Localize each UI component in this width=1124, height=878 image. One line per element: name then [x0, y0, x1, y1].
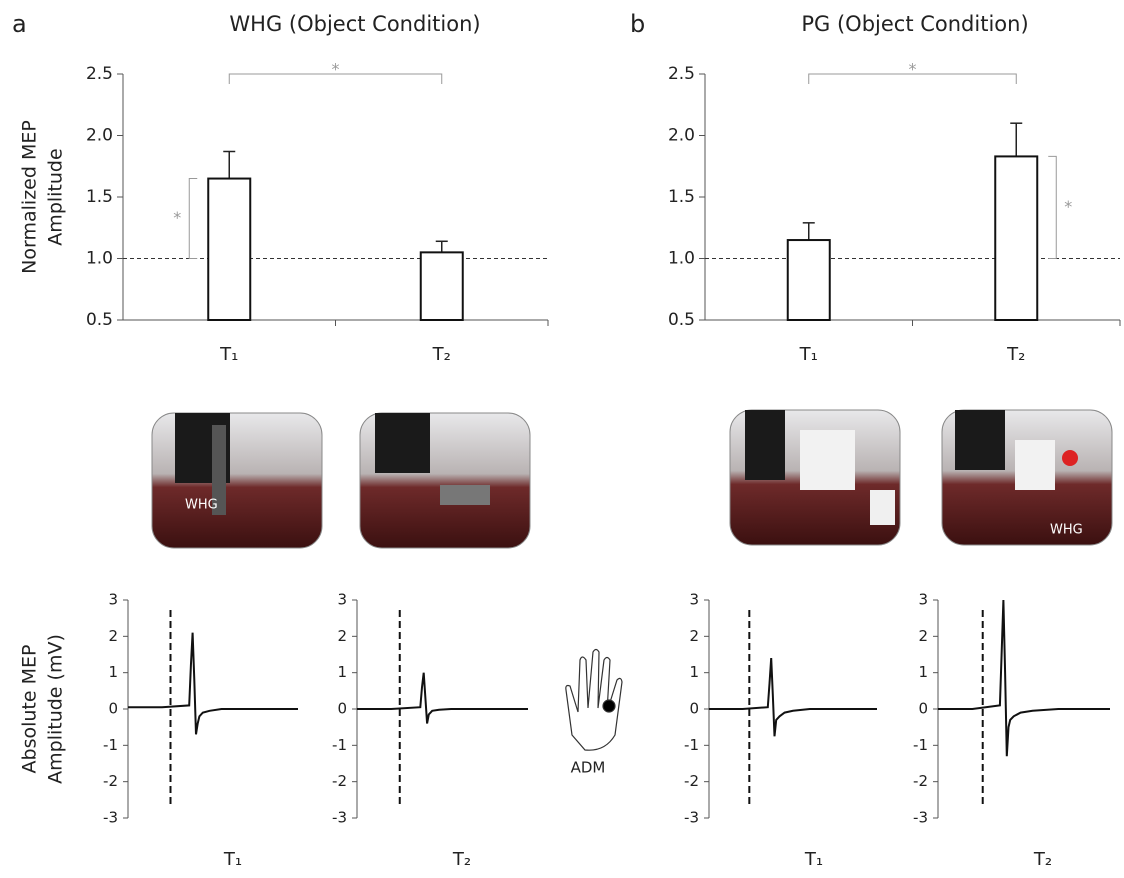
significance-bracket: [228, 73, 443, 84]
significance-label: *: [332, 60, 340, 79]
y-tick-label: 1: [108, 663, 118, 681]
y-tick-label: 1: [918, 663, 928, 681]
x-tick-label: T₂: [432, 344, 451, 365]
y-tick-label: 2: [337, 627, 347, 645]
y-tick-label: -3: [913, 809, 928, 827]
y-axis-label: Normalized MEP: [19, 120, 41, 274]
y-tick-label: 1.0: [668, 249, 695, 269]
x-tick-label: T₁: [799, 344, 818, 365]
significance-label: *: [173, 208, 181, 227]
y-tick-label: -2: [913, 772, 928, 790]
hand-label: ADM: [571, 759, 606, 777]
y-tick-label: 1: [337, 663, 347, 681]
bar: [994, 155, 1039, 321]
y-tick-label: 2.0: [86, 126, 113, 146]
significance-label: *: [909, 60, 917, 79]
y-tick-label: -2: [332, 772, 347, 790]
y-tick-label: 2.5: [86, 64, 113, 84]
y-axis-label: Absolute MEP: [19, 645, 41, 774]
mep-trace: [128, 632, 298, 735]
y-tick-label: 3: [108, 591, 118, 609]
photo-label: WHG: [185, 498, 218, 513]
y-tick-label: 2: [689, 627, 699, 645]
significance-bracket: [1048, 155, 1057, 259]
chart-title: WHG (Object Condition): [229, 12, 480, 36]
y-tick-label: 2.0: [668, 126, 695, 146]
y-tick-label: 0: [337, 700, 347, 718]
y-tick-label: -2: [684, 772, 699, 790]
y-axis-label: Amplitude (mV): [45, 634, 67, 784]
y-tick-label: 1.5: [86, 187, 113, 207]
y-tick-label: 0.5: [86, 310, 113, 330]
y-tick-label: -1: [684, 736, 699, 754]
mep-trace: [357, 672, 528, 724]
y-tick-label: 0: [918, 700, 928, 718]
x-tick-label: T₂: [1006, 344, 1025, 365]
significance-bracket: [188, 178, 198, 259]
bar: [786, 239, 831, 321]
y-axis-label: Amplitude: [45, 148, 67, 245]
y-tick-label: -1: [913, 736, 928, 754]
bar: [207, 177, 252, 321]
photo: WHG: [151, 412, 323, 549]
y-tick-label: -3: [332, 809, 347, 827]
chart-title: PG (Object Condition): [801, 12, 1028, 36]
significance-label: *: [1064, 197, 1072, 216]
x-axis-label: T₂: [452, 849, 471, 870]
mep-trace: [938, 599, 1110, 757]
x-axis-label: T₂: [1033, 849, 1052, 870]
y-tick-label: 0.5: [668, 310, 695, 330]
y-tick-label: 3: [918, 591, 928, 609]
panel-label: a: [12, 10, 27, 38]
photo: [359, 412, 531, 549]
photo-label: WHG: [1050, 523, 1083, 538]
y-tick-label: -1: [103, 736, 118, 754]
x-axis-label: T₁: [804, 849, 823, 870]
y-tick-label: -3: [103, 809, 118, 827]
y-tick-label: 0: [689, 700, 699, 718]
mep-trace: [709, 658, 877, 737]
y-tick-label: -1: [332, 736, 347, 754]
y-tick-label: -3: [684, 809, 699, 827]
y-tick-label: 2: [918, 627, 928, 645]
significance-bracket: [808, 73, 1017, 84]
y-tick-label: 2: [108, 627, 118, 645]
x-axis-label: T₁: [223, 849, 242, 870]
bar: [419, 251, 464, 322]
hand-icon: [565, 648, 623, 751]
y-tick-label: 1.5: [668, 187, 695, 207]
y-tick-label: 3: [689, 591, 699, 609]
y-tick-label: 1: [689, 663, 699, 681]
y-tick-label: 1.0: [86, 249, 113, 269]
panel-label: b: [630, 10, 645, 38]
y-tick-label: -2: [103, 772, 118, 790]
y-tick-label: 3: [337, 591, 347, 609]
y-tick-label: 0: [108, 700, 118, 718]
y-tick-label: 2.5: [668, 64, 695, 84]
photo: WHG: [941, 409, 1113, 546]
x-tick-label: T₁: [219, 344, 238, 365]
photo: [729, 409, 901, 546]
